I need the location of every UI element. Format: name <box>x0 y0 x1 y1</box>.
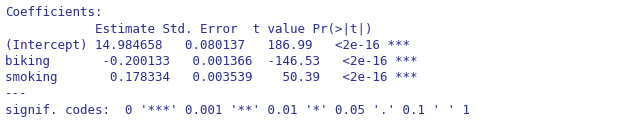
Text: Estimate Std. Error  t value Pr(>|t|): Estimate Std. Error t value Pr(>|t|) <box>5 22 403 35</box>
Text: Coefficients:: Coefficients: <box>5 6 102 19</box>
Text: smoking       0.178334   0.003539    50.39   <2e-16 ***: smoking 0.178334 0.003539 50.39 <2e-16 *… <box>5 71 417 84</box>
Text: signif. codes:  0 '***' 0.001 '**' 0.01 '*' 0.05 '.' 0.1 ' ' 1: signif. codes: 0 '***' 0.001 '**' 0.01 '… <box>5 104 470 117</box>
Text: ---: --- <box>5 87 27 101</box>
Text: (Intercept) 14.984658   0.080137   186.99   <2e-16 ***: (Intercept) 14.984658 0.080137 186.99 <2… <box>5 39 410 52</box>
Text: biking       -0.200133   0.001366  -146.53   <2e-16 ***: biking -0.200133 0.001366 -146.53 <2e-16… <box>5 55 417 68</box>
